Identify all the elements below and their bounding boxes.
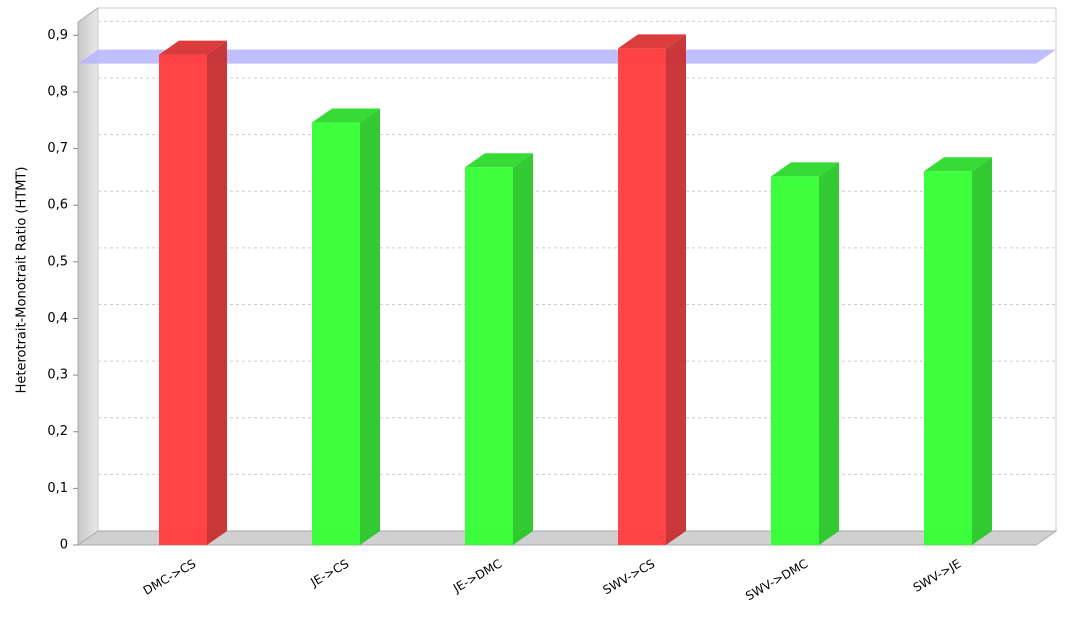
- x-tick-label: DMC->CS: [141, 557, 199, 598]
- bar-side: [819, 162, 839, 545]
- threshold-band: [78, 49, 1056, 64]
- x-tick-label: SWV->CS: [601, 557, 658, 598]
- x-tick-label: SWV->JE: [911, 557, 963, 595]
- floor: [76, 530, 1058, 546]
- bar-side: [972, 157, 992, 545]
- bar: [924, 171, 972, 545]
- bar-side: [513, 153, 533, 545]
- y-tick-label: 0,7: [47, 141, 68, 156]
- bar-side: [360, 108, 380, 545]
- left-wall: [77, 7, 99, 546]
- x-tick-label: SWV->DMC: [743, 557, 810, 604]
- y-axis-title: Heterotrait-Monotrait Ratio (HTMT): [15, 167, 30, 394]
- bar: [312, 122, 360, 545]
- y-tick-label: 0,3: [47, 368, 68, 383]
- bar: [618, 48, 666, 546]
- bar-top: [924, 157, 992, 172]
- y-tick-label: 0,5: [47, 254, 68, 269]
- y-tick-label: 0,1: [47, 481, 68, 496]
- y-tick-label: 0,8: [47, 84, 68, 99]
- bar: [159, 54, 207, 545]
- bar-top: [771, 162, 839, 177]
- bar-top: [312, 108, 380, 123]
- back-wall: [97, 7, 1057, 532]
- x-tick-label: JE->CS: [307, 557, 351, 590]
- bar-top: [618, 34, 686, 49]
- y-tick-label: 0,6: [47, 198, 68, 213]
- bar-top: [465, 153, 533, 168]
- bar: [465, 167, 513, 545]
- bar-top: [159, 40, 227, 55]
- y-tick-label: 0,2: [47, 424, 68, 439]
- bar: [771, 176, 819, 545]
- y-tick-label: 0,9: [47, 28, 68, 43]
- y-tick-label: 0: [60, 538, 68, 553]
- bar-side: [207, 40, 227, 545]
- bar-side: [666, 34, 686, 546]
- y-tick-label: 0,4: [47, 311, 68, 326]
- x-tick-label: JE->DMC: [450, 557, 504, 596]
